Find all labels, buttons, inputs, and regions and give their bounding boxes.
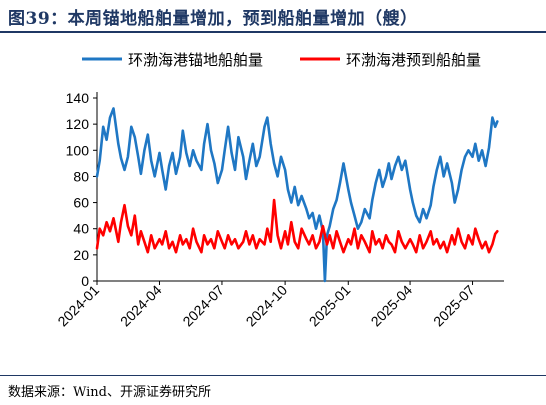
title-divider	[0, 31, 546, 33]
x-tick-label: 2024-07	[179, 282, 227, 330]
y-tick-label: 0	[81, 273, 89, 289]
x-tick-label: 2024-10	[243, 282, 291, 330]
y-tick-label: 80	[73, 168, 89, 184]
x-tick-label: 2024-04	[117, 282, 165, 330]
y-tick-label: 120	[66, 116, 90, 132]
x-tick-label: 2024-01	[54, 282, 102, 330]
series-line-2	[95, 198, 499, 254]
chart-axes: 0 20 40 60 80 100 120 140 2024-01 2024-04 2024-07 2…	[54, 90, 504, 329]
figure-title: 图39：本周锚地船舶量增加，预到船舶量增加（艘）	[8, 9, 418, 29]
source-divider	[0, 375, 546, 376]
x-tick-label: 2025-07	[430, 282, 478, 330]
x-tick-label: 2025-01	[306, 282, 354, 330]
y-tick-label: 20	[73, 247, 89, 263]
plot-area	[95, 107, 499, 283]
chart-legend: 环渤海港锚地船舶量 环渤海港预到船舶量	[82, 51, 481, 69]
y-tick-label: 40	[73, 221, 89, 237]
x-tick-label: 2025-04	[368, 282, 416, 330]
legend-label-2: 环渤海港预到船舶量	[346, 51, 481, 69]
y-tick-label: 140	[66, 90, 90, 106]
y-tick-label: 60	[73, 195, 89, 211]
source-note: 数据来源：Wind、开源证券研究所	[8, 385, 211, 400]
series-line-1	[95, 107, 499, 283]
figure-header: 图39：本周锚地船舶量增加，预到船舶量增加（艘）	[0, 0, 546, 31]
y-tick-label: 100	[66, 142, 90, 158]
legend-label-1: 环渤海港锚地船舶量	[128, 51, 263, 69]
